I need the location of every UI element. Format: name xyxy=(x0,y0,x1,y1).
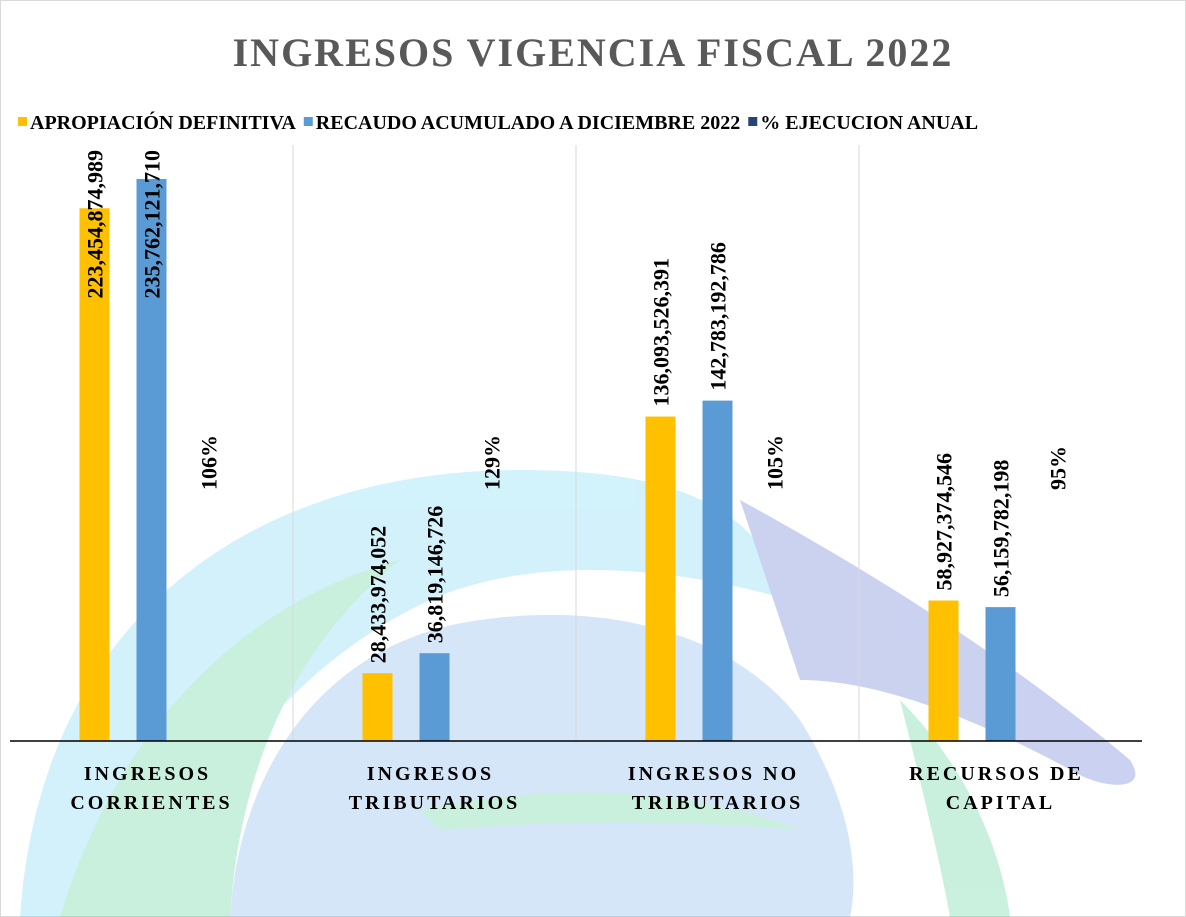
x-tick-label-line: TRIBUTARIOS xyxy=(349,792,521,814)
x-tick-label-line: INGRESOS NO xyxy=(628,763,807,785)
legend-swatch xyxy=(18,117,27,126)
legend-swatch xyxy=(304,117,313,126)
data-label: 56,159,782,198 xyxy=(989,460,1014,598)
data-label: 223,454,874,989 xyxy=(83,150,108,299)
bar xyxy=(646,417,676,741)
x-tick-label-line: INGRESOS xyxy=(367,763,502,785)
data-label: 136,093,526,391 xyxy=(649,258,674,407)
legend-label: % EJECUCION ANUAL xyxy=(760,112,978,134)
legend-label: APROPIACIÓN DEFINITIVA xyxy=(30,110,296,134)
data-label: 105% xyxy=(763,435,788,490)
x-tick-label-line: INGRESOS xyxy=(84,763,219,785)
legend-swatch xyxy=(748,117,757,126)
data-label: 235,762,121,710 xyxy=(140,150,165,299)
bar xyxy=(703,401,733,741)
data-label: 36,819,146,726 xyxy=(423,506,448,644)
data-label: 106% xyxy=(197,435,222,490)
bar xyxy=(420,653,450,741)
data-label: 142,783,192,786 xyxy=(706,242,731,391)
bar xyxy=(986,607,1016,741)
data-label: 58,927,374,546 xyxy=(932,453,957,591)
chart: INGRESOS VIGENCIA FISCAL 2022 APROPIACIÓ… xyxy=(0,0,1186,917)
legend-label: RECAUDO ACUMULADO A DICIEMBRE 2022 xyxy=(316,112,740,134)
x-tick-label-line: CAPITAL xyxy=(946,792,1056,814)
data-label: 129% xyxy=(480,435,505,490)
bar xyxy=(929,601,959,741)
data-label: 28,433,974,052 xyxy=(366,526,391,664)
x-tick-label-line: RECURSOS DE xyxy=(909,763,1092,785)
bar xyxy=(363,673,393,741)
data-label: 95% xyxy=(1046,446,1071,490)
chart-title: INGRESOS VIGENCIA FISCAL 2022 xyxy=(233,30,954,75)
x-tick-label-line: CORRIENTES xyxy=(70,792,232,814)
x-tick-label-line: TRIBUTARIOS xyxy=(632,792,804,814)
